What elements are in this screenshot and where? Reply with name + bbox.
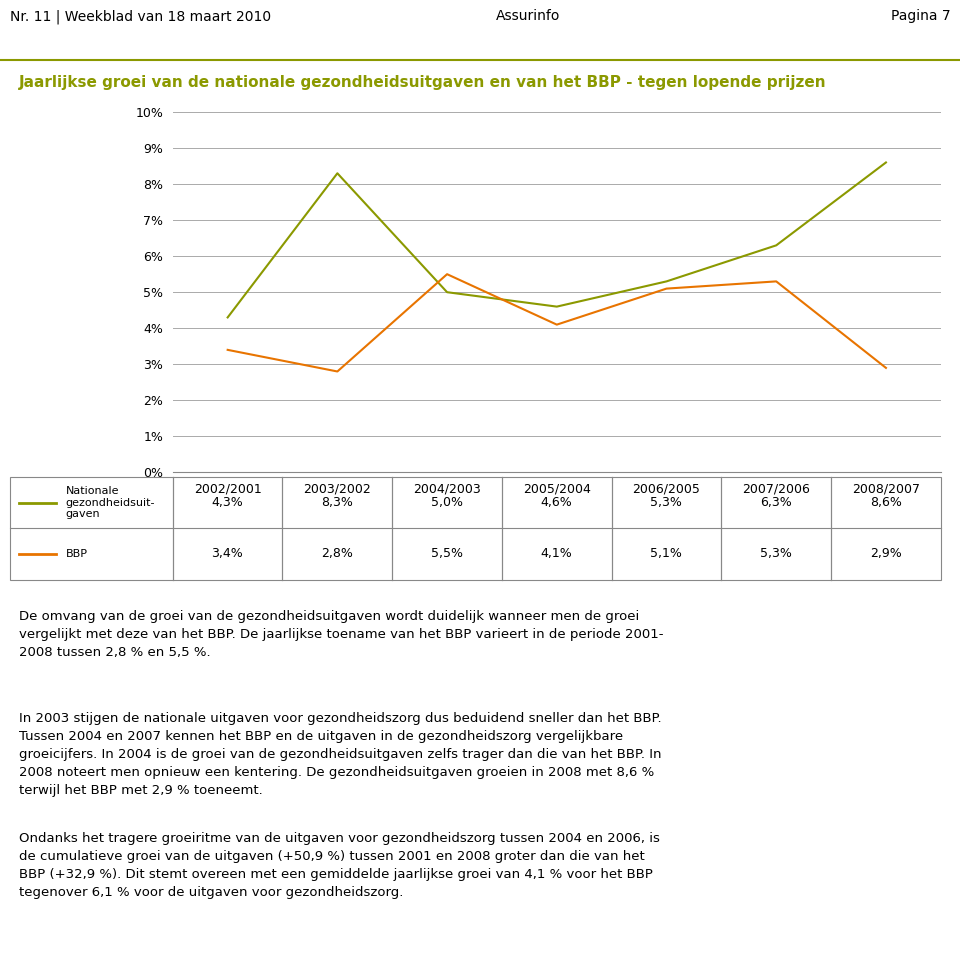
Text: 5,3%: 5,3% <box>651 497 683 509</box>
Text: 5,0%: 5,0% <box>431 497 463 509</box>
Text: 4,1%: 4,1% <box>540 547 572 560</box>
Text: 3,4%: 3,4% <box>211 547 243 560</box>
Text: De omvang van de groei van de gezondheidsuitgaven wordt duidelijk wanneer men de: De omvang van de groei van de gezondheid… <box>19 611 663 659</box>
Text: 2,8%: 2,8% <box>322 547 353 560</box>
Text: Assurinfo: Assurinfo <box>495 10 561 23</box>
Text: 4,6%: 4,6% <box>540 497 572 509</box>
Text: Nr. 11 | Weekblad van 18 maart 2010: Nr. 11 | Weekblad van 18 maart 2010 <box>10 10 271 24</box>
Text: Pagina 7: Pagina 7 <box>891 10 950 23</box>
Text: 5,5%: 5,5% <box>431 547 463 560</box>
Text: 8,6%: 8,6% <box>870 497 901 509</box>
Text: Nationale
gezondheidsuit‑
gaven: Nationale gezondheidsuit‑ gaven <box>65 486 155 519</box>
Text: 5,1%: 5,1% <box>651 547 683 560</box>
Text: BBP: BBP <box>65 549 87 559</box>
Text: 5,3%: 5,3% <box>760 547 792 560</box>
Text: Jaarlijkse groei van de nationale gezondheidsuitgaven en van het BBP - tegen lop: Jaarlijkse groei van de nationale gezond… <box>19 75 827 91</box>
Text: 6,3%: 6,3% <box>760 497 792 509</box>
Text: In 2003 stijgen de nationale uitgaven voor gezondheidszorg dus beduidend sneller: In 2003 stijgen de nationale uitgaven vo… <box>19 711 661 797</box>
Text: Ondanks het tragere groeiritme van de uitgaven voor gezondheidszorg tussen 2004 : Ondanks het tragere groeiritme van de ui… <box>19 832 660 898</box>
Text: 8,3%: 8,3% <box>322 497 353 509</box>
Text: 4,3%: 4,3% <box>211 497 243 509</box>
Text: 2,9%: 2,9% <box>870 547 901 560</box>
